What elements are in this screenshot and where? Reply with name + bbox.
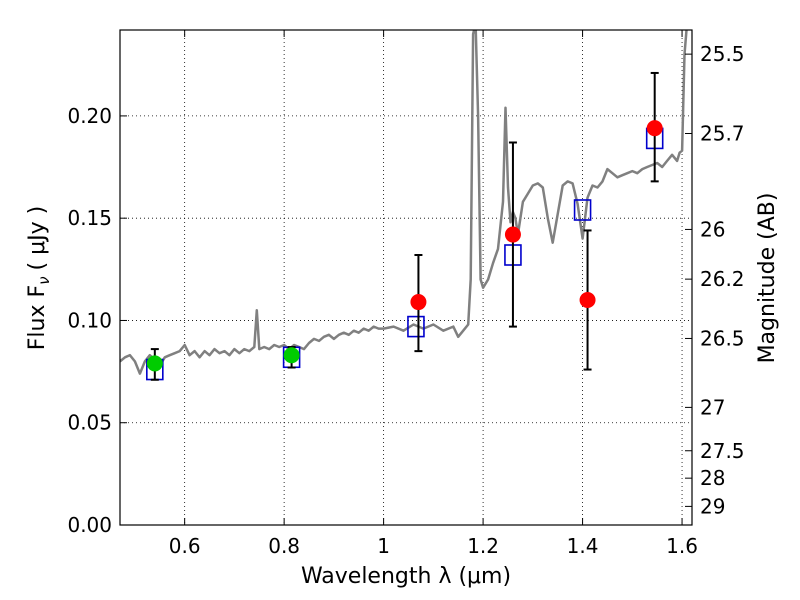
x-tick-label: 1.4	[567, 534, 599, 558]
y-tick-label: 0.20	[67, 104, 112, 128]
right-tick-label: 25.7	[700, 122, 745, 146]
model-square-marker	[573, 199, 592, 221]
x-tick-label: 0.8	[268, 534, 300, 558]
x-tick-label: 1.2	[467, 534, 499, 558]
y-tick-label: 0.10	[67, 308, 112, 332]
data-point-marker	[504, 226, 521, 243]
x-tick-label: 1.6	[666, 534, 698, 558]
right-tick-label: 27	[700, 395, 725, 419]
data-point-marker	[283, 347, 300, 364]
x-tick-label: 1	[377, 534, 390, 558]
right-tick-label: 26.5	[700, 326, 745, 350]
model-square-marker	[407, 315, 425, 338]
y-tick-label: 0.05	[67, 411, 112, 435]
data-point-marker	[146, 355, 163, 372]
y-tick-label: 0.15	[67, 206, 112, 230]
right-tick-label: 26	[700, 217, 725, 241]
data-point-marker	[579, 292, 596, 308]
right-axis-label: Magnitude (AB)	[755, 193, 780, 364]
right-tick-label: 28	[700, 466, 725, 490]
y-tick-label: 0.00	[67, 513, 112, 537]
data-point-marker	[646, 120, 663, 137]
data-point-marker	[410, 294, 427, 311]
x-axis-label: Wavelength λ (μm)	[301, 564, 511, 589]
ticks: 0.6 0.8 1 1.2 1.4 1.6 0.00 0.05 0.10 0.15 0.20 25.5…	[67, 30, 745, 558]
right-tick-label: 27.5	[700, 439, 745, 463]
right-tick-label: 26.2	[700, 267, 745, 291]
right-tick-label: 25.5	[700, 42, 745, 66]
right-tick-label: 29	[700, 494, 725, 518]
x-tick-label: 0.6	[169, 534, 201, 558]
y-axis-label: Flux Fν( μJy )	[25, 206, 53, 350]
data-layer	[120, 30, 688, 381]
plot-frame	[119, 29, 693, 526]
